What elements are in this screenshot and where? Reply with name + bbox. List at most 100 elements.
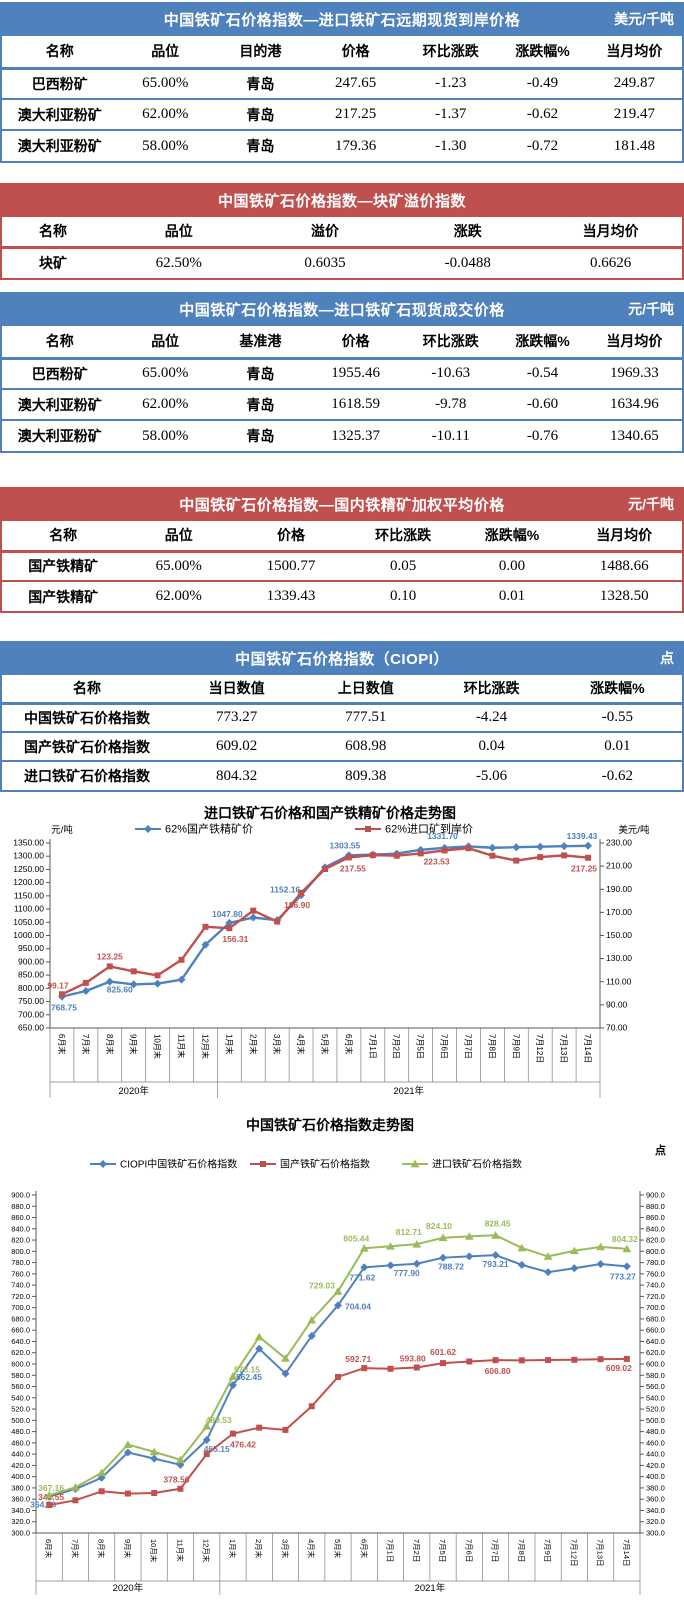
import-vs-domestic-price-trend-chart: 进口铁矿石价格和国产铁精矿价格走势图 元/吨 美元/吨 650.00 700.00 750… bbox=[0, 802, 684, 1102]
series-marker bbox=[149, 1447, 159, 1456]
year-group-label: 2021年 bbox=[393, 1085, 424, 1097]
series-marker bbox=[281, 1369, 290, 1378]
x-category-label: 7月14日 bbox=[583, 1034, 592, 1063]
column-header: 涨跌幅% bbox=[552, 675, 682, 705]
chart-title: 中国铁矿石价格指数走势图 bbox=[246, 1117, 414, 1133]
series-marker bbox=[517, 1243, 527, 1252]
table-cell: 609.02 bbox=[172, 731, 302, 761]
series-marker bbox=[544, 1268, 553, 1277]
x-category-label: 6月末 bbox=[359, 1539, 369, 1559]
table-cell: -0.55 bbox=[552, 702, 682, 732]
series-marker bbox=[439, 1253, 448, 1262]
data-label: 704.04 bbox=[345, 1301, 371, 1311]
x-category-label: 7月6日 bbox=[464, 1539, 473, 1562]
series-marker bbox=[585, 854, 592, 861]
x-category-label: 6月末 bbox=[57, 1034, 67, 1054]
series-marker bbox=[386, 1261, 395, 1270]
left-tick-label: 820.0 bbox=[11, 1236, 30, 1245]
series-marker bbox=[465, 845, 472, 852]
table-domestic-concentrate: 中国铁矿石价格指数—国内铁精矿加权平均价格 元/千吨 名称 品位 价格 环比涨跌 涨跌幅… bbox=[0, 487, 684, 613]
series-marker bbox=[298, 889, 305, 896]
table-cell: 62.50% bbox=[104, 246, 254, 278]
left-tick-label: 860.0 bbox=[11, 1213, 30, 1222]
right-tick-label: 90.00 bbox=[606, 999, 628, 1009]
series-marker bbox=[513, 857, 520, 864]
right-tick-label: 230.00 bbox=[606, 838, 632, 848]
x-category-label: 4月末 bbox=[296, 1034, 306, 1054]
series-marker bbox=[202, 1422, 212, 1430]
x-category-label: 7月7日 bbox=[463, 1034, 472, 1059]
data-label: 578.15 bbox=[234, 1364, 260, 1374]
left-tick-label: 480.0 bbox=[11, 1427, 30, 1436]
right-tick-label: 840.0 bbox=[646, 1224, 665, 1233]
data-label: 367.16 bbox=[38, 1483, 64, 1493]
table-cell: -0.72 bbox=[498, 129, 587, 161]
right-tick-label: 380.0 bbox=[646, 1483, 665, 1492]
x-category-label: 5月末 bbox=[333, 1539, 343, 1559]
x-category-label: 7月12日 bbox=[569, 1539, 578, 1567]
column-header: 名称 bbox=[2, 675, 172, 705]
column-header: 名称 bbox=[2, 36, 118, 70]
data-label: 186.90 bbox=[284, 900, 310, 910]
data-label: 805.44 bbox=[343, 1233, 369, 1243]
table-cell: 0.05 bbox=[348, 550, 458, 581]
data-label: 562.45 bbox=[236, 1372, 262, 1382]
left-tick-label: 1300.00 bbox=[13, 851, 44, 861]
table-cell: 澳大利亚粉矿 bbox=[2, 98, 118, 130]
data-label: 1152.16 bbox=[270, 884, 301, 894]
left-tick-label: 700.0 bbox=[11, 1303, 30, 1312]
column-header: 品位 bbox=[117, 326, 213, 360]
table-cell: 217.25 bbox=[307, 98, 404, 130]
data-label: 729.03 bbox=[309, 1280, 335, 1290]
series-marker bbox=[386, 1242, 395, 1250]
series-marker bbox=[571, 1356, 578, 1363]
table-row: 块矿 62.50% 0.6035 -0.0488 0.6626 bbox=[2, 246, 682, 278]
data-label: 223.53 bbox=[424, 856, 450, 866]
table-cell: 249.87 bbox=[586, 67, 682, 99]
right-tick-label: 130.00 bbox=[606, 953, 632, 963]
series-marker bbox=[228, 1381, 237, 1390]
column-header: 涨跌幅% bbox=[498, 326, 587, 360]
x-category-label: 7月2日 bbox=[392, 1034, 401, 1059]
x-category-label: 7月2日 bbox=[412, 1539, 421, 1562]
data-label: 601.62 bbox=[430, 1347, 456, 1357]
data-label: 804.32 bbox=[612, 1234, 638, 1244]
series-marker bbox=[202, 1435, 211, 1444]
series-marker bbox=[464, 1232, 474, 1240]
data-label: 217.55 bbox=[340, 863, 366, 873]
series-marker bbox=[596, 1260, 605, 1269]
column-header: 价格 bbox=[307, 36, 404, 70]
x-category-label: 10月末 bbox=[149, 1539, 159, 1563]
column-header: 价格 bbox=[233, 521, 349, 553]
series-marker bbox=[106, 963, 113, 970]
x-category-label: 7月12日 bbox=[535, 1034, 544, 1063]
table-unit: 元/千吨 bbox=[628, 301, 674, 317]
table-cell: -0.62 bbox=[552, 760, 682, 790]
x-category-label: 7月9日 bbox=[511, 1034, 520, 1059]
data-label: 592.71 bbox=[345, 1354, 371, 1364]
table-cell: 国产铁矿石价格指数 bbox=[2, 731, 172, 761]
left-tick-label: 760.0 bbox=[11, 1269, 30, 1278]
x-category-label: 2月末 bbox=[248, 1034, 258, 1054]
table-title: 中国铁矿石价格指数—进口铁矿石现货成交价格 bbox=[179, 301, 505, 319]
data-label: 593.80 bbox=[400, 1353, 426, 1363]
table-cell: 1500.77 bbox=[233, 550, 349, 581]
column-header: 涨跌幅% bbox=[498, 36, 587, 70]
right-tick-label: 190.00 bbox=[606, 884, 632, 894]
table-cell: 澳大利亚粉矿 bbox=[2, 419, 118, 451]
series-marker bbox=[359, 1244, 369, 1252]
right-tick-label: 520.0 bbox=[646, 1405, 665, 1414]
x-category-label: 7月8日 bbox=[517, 1539, 526, 1562]
data-label: 606.80 bbox=[485, 1366, 511, 1376]
table-cell: 773.27 bbox=[172, 702, 302, 732]
series-marker bbox=[584, 841, 593, 850]
series-line bbox=[48, 1357, 627, 1507]
column-header: 品位 bbox=[104, 217, 254, 249]
series-marker bbox=[177, 975, 186, 984]
table-cell: 0.6035 bbox=[253, 246, 397, 278]
right-tick-label: 400.0 bbox=[646, 1472, 665, 1481]
table-header-band: 中国铁矿石价格指数（CIOPI） 点 bbox=[2, 641, 682, 675]
legend-swatch-marker bbox=[365, 826, 371, 832]
x-category-label: 8月末 bbox=[105, 1034, 115, 1054]
